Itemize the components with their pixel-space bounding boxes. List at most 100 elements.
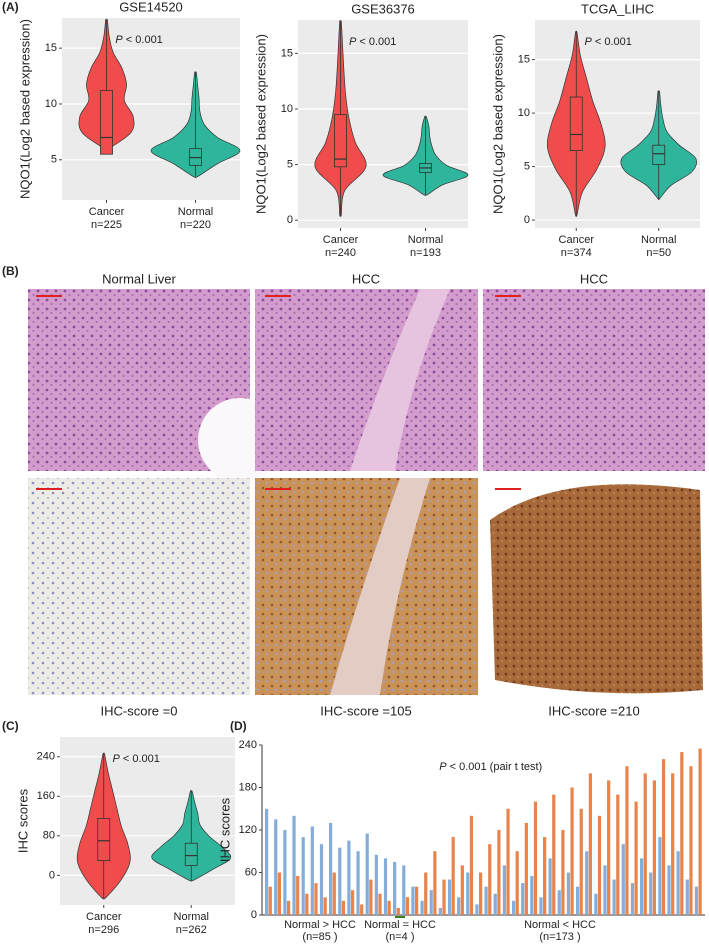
bar: [451, 837, 455, 915]
bar: [347, 840, 351, 915]
bar: [292, 815, 296, 915]
bar: [466, 872, 470, 915]
n-label: n=225: [91, 219, 122, 231]
bar: [268, 886, 272, 915]
bar: [652, 780, 656, 915]
y-tick-label: 10: [281, 103, 293, 115]
annotation: P < 0.001: [113, 753, 160, 765]
y-tick-label: 15: [518, 53, 530, 65]
bar: [515, 851, 519, 915]
chart-title: GSE14520: [119, 0, 183, 14]
y-tick-label: 5: [524, 160, 530, 172]
bar: [621, 844, 625, 915]
y-tick-label: 5: [287, 159, 293, 171]
p-text: < 0.001 (pair t test): [450, 761, 543, 773]
bar: [643, 773, 647, 915]
bar: [365, 833, 369, 915]
y-tick-label: 0: [524, 214, 530, 226]
n-label: n=240: [325, 247, 356, 259]
bar: [350, 890, 355, 915]
bar: [438, 907, 442, 915]
y-tick-label: 10: [45, 98, 57, 110]
x-tick-label: Normal: [408, 234, 443, 246]
bar: [612, 879, 616, 915]
annotation: P < 0.001: [115, 34, 162, 46]
bar: [283, 830, 287, 915]
annotation: P < 0.001: [585, 36, 632, 48]
bar: [661, 759, 666, 915]
bar: [460, 865, 464, 915]
y-tick-label: 15: [281, 47, 293, 59]
bar: [566, 872, 571, 915]
bar: [597, 815, 602, 915]
y-tick-label: 180: [239, 781, 257, 793]
bar: [689, 766, 693, 915]
he-image: [483, 289, 705, 471]
bar: [414, 886, 419, 915]
y-axis-label: IHC scores: [15, 788, 30, 853]
y-tick-label: 10: [518, 107, 530, 119]
box: [184, 842, 198, 866]
bar: [393, 861, 397, 915]
p-text: < 0.001: [123, 753, 160, 765]
bar: [405, 897, 410, 915]
bar: [607, 780, 611, 915]
group-n: (n=4 ): [385, 931, 414, 943]
bar: [488, 844, 492, 915]
bar: [479, 872, 483, 915]
x-tick-label: Normal: [178, 206, 213, 218]
bar: [369, 879, 373, 915]
bar: [469, 815, 474, 915]
y-tick-label: 120: [239, 824, 257, 836]
image-title: Normal Liver: [102, 271, 176, 286]
bar: [676, 851, 680, 915]
p-symbol: P: [349, 36, 357, 48]
x-tick-label: Normal: [641, 234, 676, 246]
bar: [585, 851, 589, 915]
bar: [685, 879, 689, 915]
bar: [502, 865, 506, 915]
image-title: HCC: [580, 271, 608, 286]
bar: [497, 830, 501, 915]
he-stroma: [350, 289, 450, 471]
x-tick-label: Normal: [174, 911, 209, 923]
panel-label: (D): [230, 719, 247, 733]
x-tick-label: Cancer: [323, 234, 359, 246]
bar: [671, 773, 675, 915]
plot-background: [298, 20, 468, 228]
n-label: n=296: [88, 924, 119, 936]
bar: [433, 851, 437, 915]
bar: [603, 865, 607, 915]
n-label: n=374: [561, 247, 592, 259]
p-symbol: P: [115, 34, 123, 46]
bar: [530, 876, 534, 915]
bar: [561, 830, 565, 915]
bar: [579, 808, 583, 915]
y-tick-label: 15: [45, 42, 57, 54]
box: [569, 96, 583, 151]
bar: [694, 886, 699, 915]
y-tick-label: 5: [51, 154, 57, 166]
p-text: < 0.001: [126, 34, 163, 46]
y-tick-label: 240: [37, 751, 55, 763]
bar: [575, 886, 580, 915]
bar: [698, 748, 702, 915]
bar: [338, 847, 342, 915]
bar: [634, 801, 638, 915]
panel-label: (A): [2, 0, 19, 14]
bar: [521, 883, 525, 915]
bar: [429, 890, 433, 915]
bar: [332, 872, 336, 915]
bar: [420, 900, 424, 915]
bar: [658, 837, 662, 915]
bar: [543, 837, 547, 915]
bar: [557, 890, 561, 915]
bar: [667, 865, 671, 915]
bar: [616, 794, 620, 915]
bar: [548, 858, 552, 915]
bar: [447, 879, 452, 915]
bar: [424, 872, 428, 915]
group-label: Normal < HCC: [524, 919, 596, 931]
